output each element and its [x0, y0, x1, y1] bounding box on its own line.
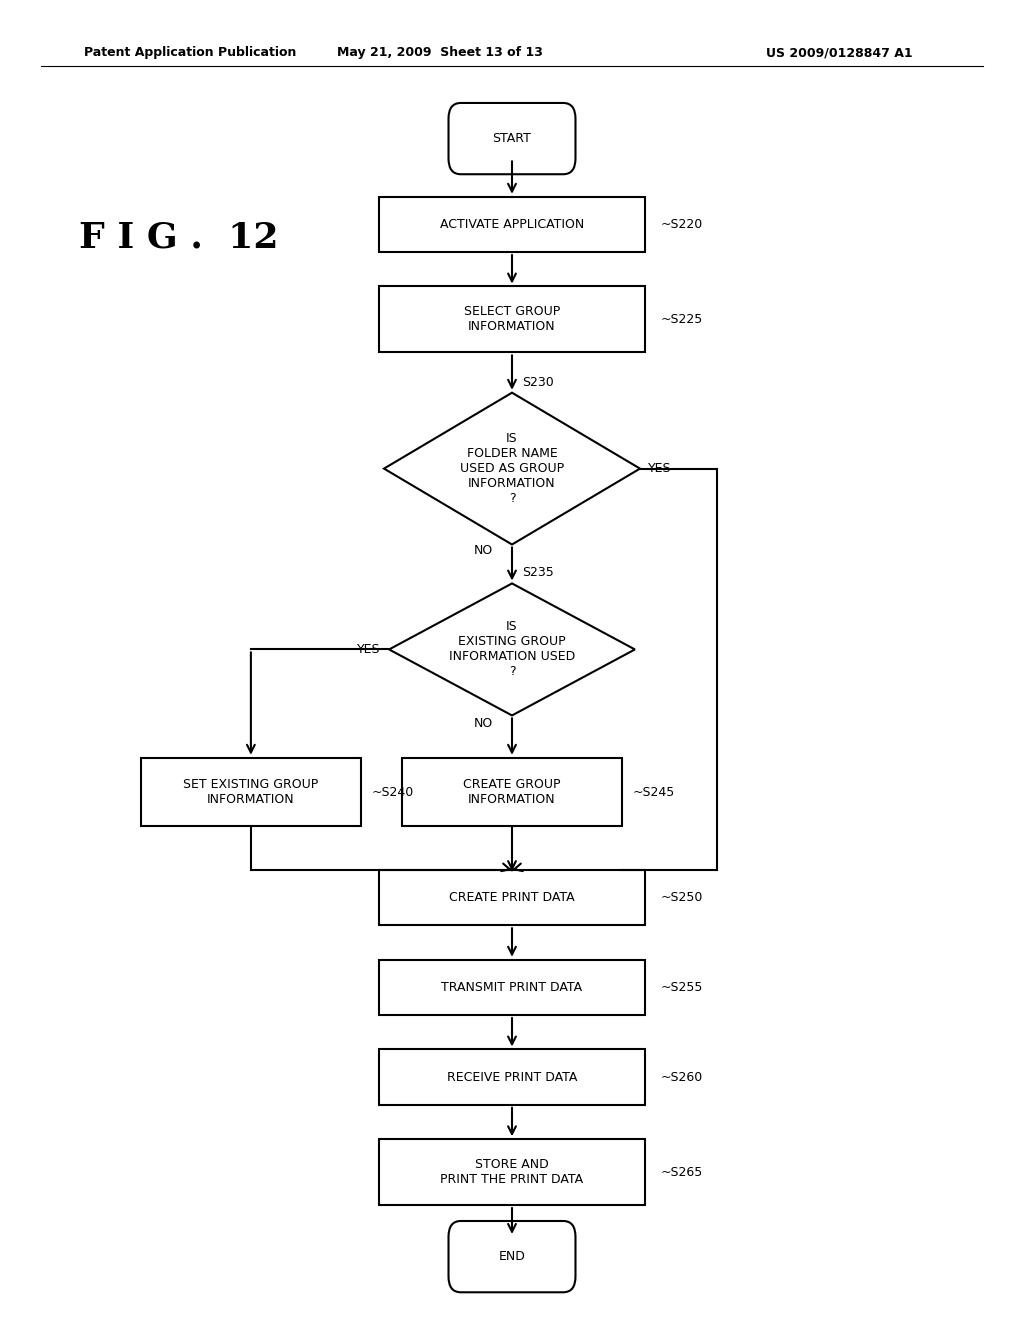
- Text: ~S255: ~S255: [660, 981, 702, 994]
- Text: IS
EXISTING GROUP
INFORMATION USED
?: IS EXISTING GROUP INFORMATION USED ?: [449, 620, 575, 678]
- FancyBboxPatch shape: [449, 103, 575, 174]
- Bar: [379, 870, 645, 925]
- Text: END: END: [499, 1250, 525, 1263]
- Bar: [379, 1049, 645, 1105]
- Text: ~S225: ~S225: [660, 313, 702, 326]
- Text: F I G .  12: F I G . 12: [80, 220, 279, 255]
- Text: TRANSMIT PRINT DATA: TRANSMIT PRINT DATA: [441, 981, 583, 994]
- Text: RECEIVE PRINT DATA: RECEIVE PRINT DATA: [446, 1071, 578, 1084]
- Text: STORE AND
PRINT THE PRINT DATA: STORE AND PRINT THE PRINT DATA: [440, 1158, 584, 1187]
- Text: YES: YES: [357, 643, 381, 656]
- Text: NO: NO: [474, 717, 493, 730]
- Bar: [379, 197, 645, 252]
- Polygon shape: [389, 583, 635, 715]
- Text: SELECT GROUP
INFORMATION: SELECT GROUP INFORMATION: [464, 305, 560, 334]
- Polygon shape: [384, 393, 640, 544]
- Text: ~S250: ~S250: [660, 891, 702, 904]
- Text: ~S240: ~S240: [371, 785, 414, 799]
- Text: CREATE PRINT DATA: CREATE PRINT DATA: [450, 891, 574, 904]
- Text: SET EXISTING GROUP
INFORMATION: SET EXISTING GROUP INFORMATION: [183, 777, 318, 807]
- Text: ~S260: ~S260: [660, 1071, 702, 1084]
- Text: S230: S230: [522, 376, 554, 388]
- Text: YES: YES: [648, 462, 672, 475]
- Text: Patent Application Publication: Patent Application Publication: [84, 46, 296, 59]
- Bar: [141, 758, 361, 826]
- Text: CREATE GROUP
INFORMATION: CREATE GROUP INFORMATION: [463, 777, 561, 807]
- Text: NO: NO: [474, 544, 493, 557]
- Bar: [379, 1139, 645, 1205]
- Text: ~S245: ~S245: [633, 785, 675, 799]
- Text: US 2009/0128847 A1: US 2009/0128847 A1: [766, 46, 913, 59]
- Text: IS
FOLDER NAME
USED AS GROUP
INFORMATION
?: IS FOLDER NAME USED AS GROUP INFORMATION…: [460, 432, 564, 506]
- Text: May 21, 2009  Sheet 13 of 13: May 21, 2009 Sheet 13 of 13: [337, 46, 544, 59]
- Text: S235: S235: [522, 566, 554, 579]
- Bar: [379, 960, 645, 1015]
- Text: START: START: [493, 132, 531, 145]
- Bar: [401, 758, 623, 826]
- Text: ~S220: ~S220: [660, 218, 702, 231]
- Text: ~S265: ~S265: [660, 1166, 702, 1179]
- FancyBboxPatch shape: [449, 1221, 575, 1292]
- Text: ACTIVATE APPLICATION: ACTIVATE APPLICATION: [440, 218, 584, 231]
- Bar: [379, 286, 645, 352]
